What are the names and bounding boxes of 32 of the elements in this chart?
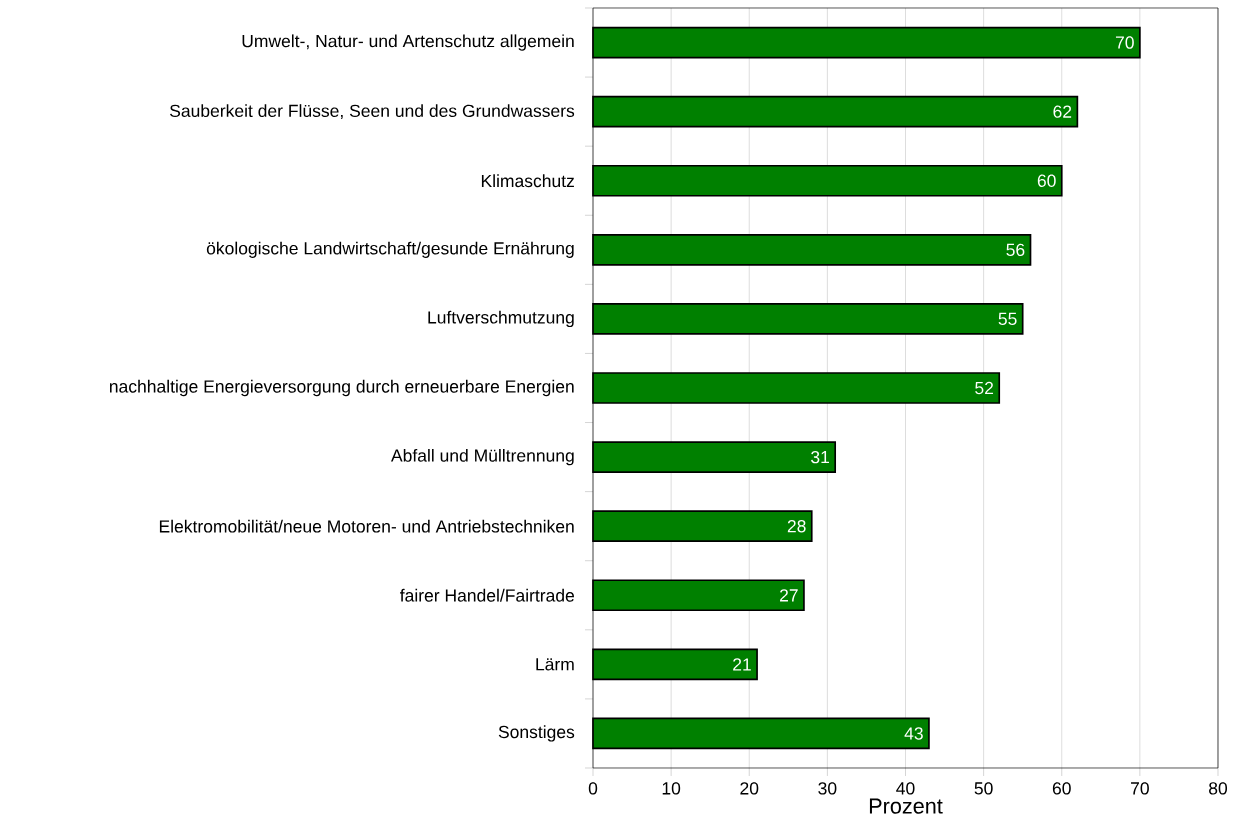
- x-tick-label: 60: [1052, 782, 1071, 795]
- y-tick-label: nachhaltige Energieversorgung durch erneuerbare Energien: [109, 379, 574, 397]
- x-tick-label: 50: [974, 782, 993, 795]
- data-label: 62: [1053, 105, 1072, 118]
- y-tick-label: Sauberkeit der Flüsse, Seen und des Grundwassers: [169, 104, 575, 120]
- data-label: 55: [998, 312, 1017, 326]
- x-tick-label: 30: [818, 782, 837, 795]
- y-tick-label: Sonstiges: [498, 725, 575, 742]
- y-tick-label: fairer Handel/Fairtrade: [399, 588, 574, 602]
- x-tick-label: 70: [1131, 782, 1149, 795]
- y-tick-label: Abfall und Mülltrennung: [390, 448, 574, 466]
- x-axis-title: Prozent: [869, 798, 943, 814]
- y-tick-label: Umwelt-, Natur- und Artenschutz allgemein: [242, 34, 574, 51]
- y-tick-label: ökologische Landwirtschaft/gesunde Ernährung: [206, 241, 574, 258]
- data-label: 28: [787, 520, 806, 533]
- x-tick-label: 20: [740, 782, 759, 795]
- data-label: 70: [1115, 36, 1134, 49]
- x-tick-label: 80: [1209, 782, 1228, 795]
- data-label: 21: [733, 658, 751, 671]
- x-tick-label: 10: [662, 782, 681, 795]
- y-tick-label: Luftverschmutzung: [428, 310, 574, 328]
- data-label: 27: [780, 589, 798, 602]
- x-tick-label: 40: [896, 782, 915, 795]
- data-label: 31: [811, 450, 829, 464]
- data-label: 56: [1006, 243, 1025, 257]
- data-label: 52: [975, 381, 994, 395]
- data-label: 60: [1037, 174, 1056, 187]
- y-tick-label: Elektromobilität/neue Motoren- und Antriebstechniken: [159, 519, 574, 533]
- data-label: 43: [904, 727, 923, 740]
- y-tick-label: Klimaschutz: [481, 174, 574, 188]
- x-tick-label: 0: [588, 782, 598, 795]
- y-tick-label: Lärm: [536, 658, 574, 671]
